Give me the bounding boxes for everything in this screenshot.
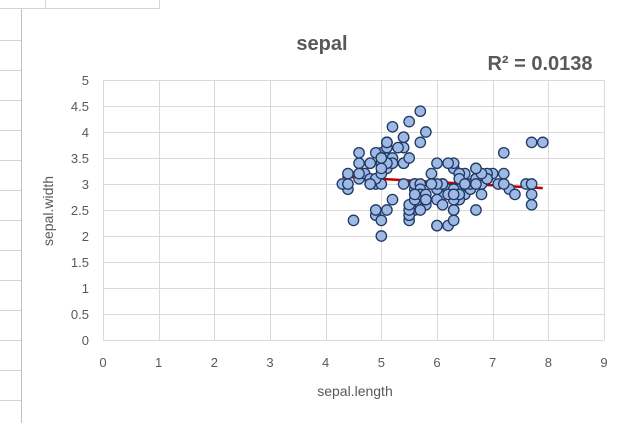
data-point — [392, 141, 404, 154]
x-tick-label: 4 — [322, 355, 329, 370]
x-tick-label: 5 — [378, 355, 385, 370]
chart-area[interactable] — [22, 9, 635, 423]
data-point — [431, 219, 443, 232]
data-point — [497, 167, 510, 180]
r-squared-label: R² = 0.0138 — [487, 53, 592, 75]
x-tick-label: 0 — [99, 355, 106, 370]
x-tick-label: 2 — [211, 355, 218, 370]
data-point — [536, 136, 549, 149]
data-point — [381, 204, 393, 216]
data-point — [442, 157, 454, 170]
gridlines — [103, 80, 605, 341]
data-point — [525, 178, 538, 190]
data-point — [375, 230, 388, 242]
y-tick-label: 1.5 — [71, 255, 89, 270]
x-tick-label: 8 — [545, 355, 552, 370]
data-point — [353, 157, 365, 170]
data-point — [408, 188, 421, 201]
data-point — [458, 178, 471, 190]
data-point — [414, 204, 427, 216]
data-point — [353, 167, 365, 180]
data-point — [470, 162, 482, 175]
data-point — [397, 178, 410, 190]
data-point — [369, 204, 382, 216]
x-tick-label: 3 — [266, 355, 273, 370]
data-point — [403, 115, 416, 128]
data-point — [347, 214, 360, 227]
data-point — [525, 136, 538, 149]
data-point — [425, 167, 438, 180]
data-point — [386, 193, 399, 206]
data-point — [509, 188, 521, 201]
data-point — [470, 204, 482, 216]
y-tick-label: 1 — [82, 281, 89, 296]
data-point — [447, 204, 460, 216]
x-tick-label: 9 — [600, 355, 607, 370]
x-tick-label: 7 — [489, 355, 496, 370]
data-point — [375, 152, 388, 164]
y-tick-label: 3.5 — [71, 151, 89, 166]
data-point — [364, 157, 377, 170]
x-tick-label: 6 — [433, 355, 440, 370]
x-tick-label: 1 — [155, 355, 162, 370]
y-tick-label: 2.5 — [71, 203, 89, 218]
y-tick-label: 3 — [82, 177, 89, 192]
data-point — [497, 178, 510, 190]
data-point — [364, 178, 377, 190]
data-point — [386, 120, 399, 133]
y-tick-label: 0 — [82, 333, 89, 348]
y-tick-label: 5 — [82, 73, 89, 88]
data-point — [342, 178, 354, 190]
data-point — [375, 214, 388, 227]
data-point — [525, 198, 538, 211]
data-point — [397, 131, 410, 144]
y-tick-label: 2 — [82, 229, 89, 244]
chart-title: sepal — [296, 33, 347, 55]
data-point — [497, 146, 510, 159]
data-point — [470, 178, 482, 190]
data-point — [475, 188, 488, 201]
y-tick-label: 4.5 — [71, 99, 89, 114]
data-point — [436, 198, 449, 211]
data-point — [431, 157, 443, 170]
data-point — [403, 152, 416, 164]
data-point — [381, 136, 393, 149]
data-point — [414, 105, 427, 118]
data-point — [375, 162, 388, 175]
data-point — [525, 188, 538, 201]
data-points — [336, 105, 549, 242]
data-point — [342, 167, 354, 180]
data-point — [420, 193, 432, 206]
tick-labels: 0 1 2 3 4 5 6 7 8 9 0 0.5 1 1.5 2 2.5 3 3.5 4 4.5 5 — [71, 73, 608, 370]
y-tick-label: 4 — [82, 125, 89, 140]
x-axis-title: sepal.length — [317, 383, 393, 399]
data-point — [425, 178, 438, 190]
data-point — [414, 136, 427, 149]
data-point — [353, 146, 365, 159]
y-tick-label: 0.5 — [71, 307, 89, 322]
data-point — [447, 214, 460, 227]
y-axis-title: sepal.width — [40, 176, 56, 246]
data-point — [447, 188, 460, 201]
data-point — [420, 126, 432, 138]
